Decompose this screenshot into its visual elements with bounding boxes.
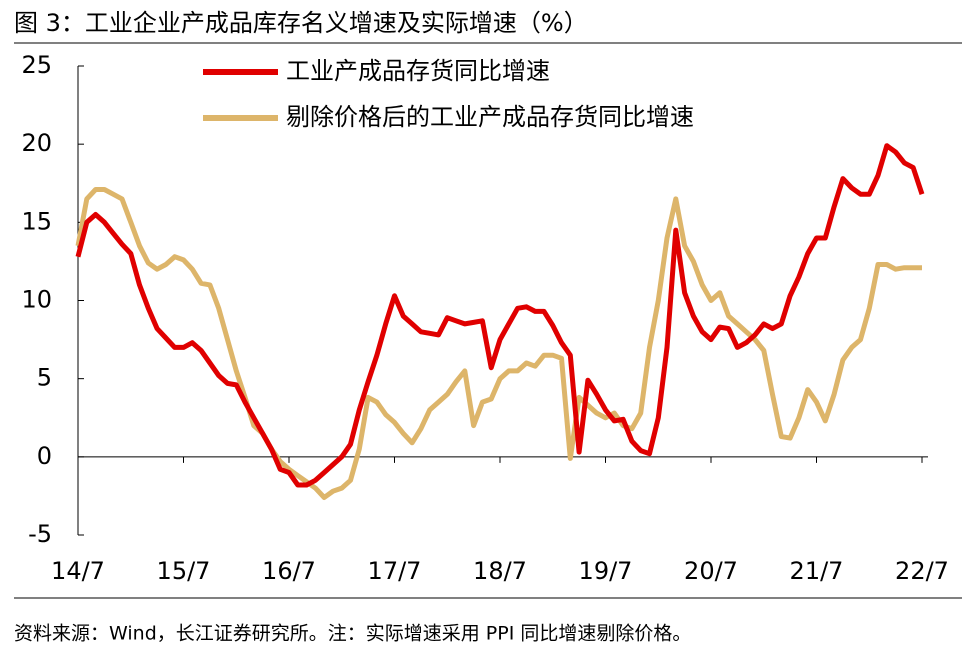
y-tick-label: -5 — [28, 520, 52, 548]
series-line — [75, 143, 925, 488]
y-tick-label: 25 — [21, 51, 52, 79]
source-note: 资料来源：Wind，长江证券研究所。注：实际增速采用 PPI 同比增速剔除价格。 — [14, 623, 691, 645]
series-line — [75, 187, 922, 500]
x-tick-label: 19/7 — [579, 557, 633, 585]
legend-label: 工业产成品存货同比增速 — [286, 57, 550, 85]
y-tick-label: 0 — [37, 442, 52, 470]
x-tick-label: 14/7 — [51, 557, 105, 585]
chart-title: 图 3：工业企业产成品库存名义增速及实际增速（%） — [14, 9, 588, 37]
x-tick-label: 21/7 — [790, 557, 844, 585]
y-tick-label: 10 — [21, 286, 52, 314]
y-tick-label: 20 — [21, 129, 52, 157]
y-tick-label: 5 — [37, 364, 52, 392]
x-tick-label: 17/7 — [368, 557, 422, 585]
x-tick-label: 16/7 — [262, 557, 316, 585]
x-tick-label: 22/7 — [895, 557, 949, 585]
y-tick-label: 15 — [21, 207, 52, 235]
x-tick-label: 18/7 — [473, 557, 527, 585]
legend-label: 剔除价格后的工业产成品存货同比增速 — [286, 103, 694, 131]
x-tick-label: 20/7 — [684, 557, 738, 585]
x-tick-label: 15/7 — [157, 557, 211, 585]
